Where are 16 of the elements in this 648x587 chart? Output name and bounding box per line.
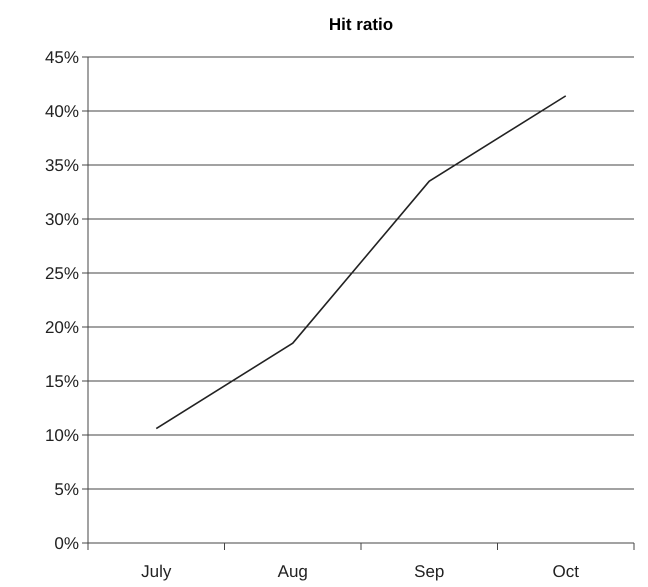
y-tick-label: 0% [54, 534, 79, 553]
y-tick-label: 20% [44, 318, 79, 337]
y-tick-label: 30% [44, 210, 79, 229]
y-tick-label: 5% [54, 480, 79, 499]
y-tick-label: 45% [44, 48, 79, 67]
x-tick-label: July [141, 562, 172, 581]
x-tick-label: Sep [414, 562, 444, 581]
chart-title: Hit ratio [328, 15, 394, 34]
x-tick-label: Oct [552, 562, 580, 581]
y-tick-label: 35% [44, 156, 79, 175]
y-tick-label: 25% [44, 264, 79, 283]
y-tick-label: 40% [44, 102, 79, 121]
y-tick-label: 10% [44, 426, 79, 445]
x-tick-label: Aug [278, 562, 308, 581]
line-series [155, 95, 567, 430]
y-tick-label: 15% [44, 372, 79, 391]
